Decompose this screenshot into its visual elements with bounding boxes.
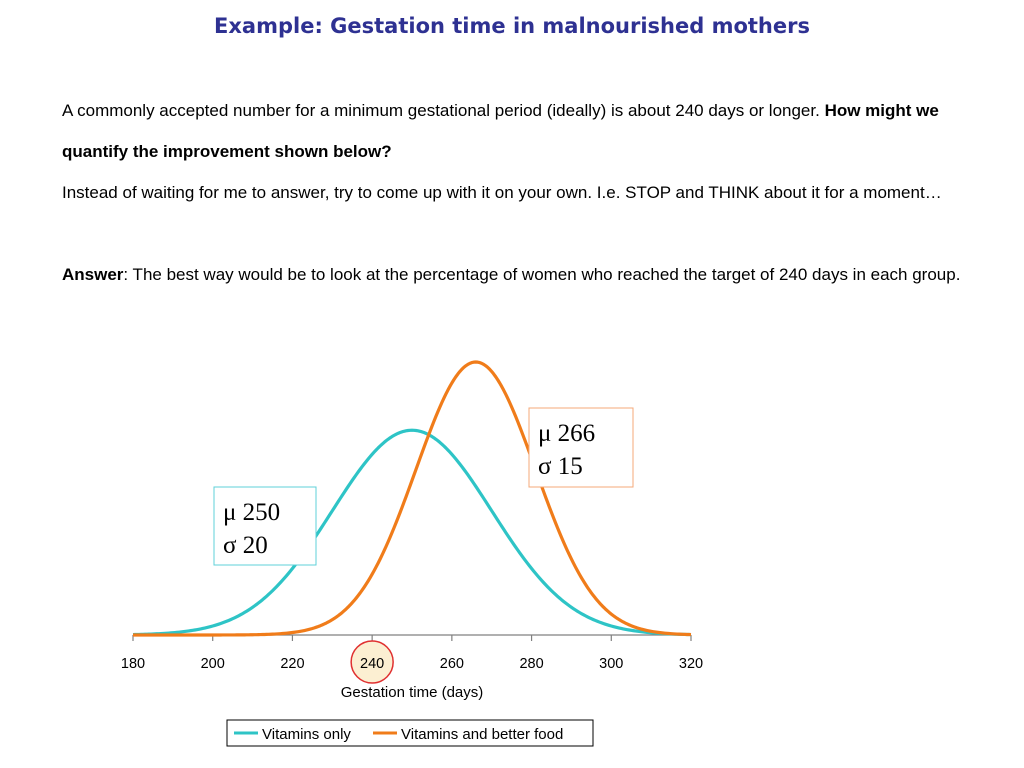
x-tick-label-240: 240 — [360, 656, 384, 672]
intro-paragraph: A commonly accepted number for a minimum… — [62, 90, 962, 172]
legend-label-better-food: Vitamins and better food — [401, 726, 563, 743]
sd-label-vitamins-only: σ 20 — [223, 532, 268, 559]
x-axis-title: Gestation time (days) — [341, 684, 484, 701]
intro-text: A commonly accepted number for a minimum… — [62, 101, 820, 120]
curves — [132, 360, 692, 637]
x-tick-label-220: 220 — [280, 656, 304, 672]
answer-text: : The best way would be to look at the p… — [123, 265, 961, 284]
slide-title: Example: Gestation time in malnourished … — [214, 14, 810, 38]
x-axis-tick-labels: 180 200 220 240 260 280 300 320 — [121, 656, 703, 672]
x-axis-ticks — [132, 635, 692, 641]
highlight-circle-240 — [350, 640, 394, 684]
mean-label-vitamins-only: μ 250 — [223, 499, 280, 526]
answer-label: Answer — [62, 265, 124, 284]
curve-better-food — [133, 360, 692, 637]
x-tick-label-180: 180 — [121, 656, 145, 672]
chart-legend: Vitamins only Vitamins and better food — [226, 719, 594, 747]
stats-box-vitamins-only — [213, 486, 317, 566]
think-paragraph: Instead of waiting for me to answer, try… — [62, 183, 942, 202]
stats-box-better-food — [528, 407, 634, 488]
legend-label-vitamins-only: Vitamins only — [262, 726, 351, 743]
sd-label-better-food: σ 15 — [538, 453, 583, 480]
x-tick-label-200: 200 — [201, 656, 225, 672]
slide-body: A commonly accepted number for a minimum… — [62, 90, 962, 295]
mean-label-better-food: μ 266 — [538, 420, 595, 447]
x-tick-label-300: 300 — [599, 656, 623, 672]
answer-paragraph: Answer: The best way would be to look at… — [62, 254, 962, 295]
x-tick-label-280: 280 — [519, 656, 543, 672]
intro-question: How might we quantify the improvement sh… — [62, 101, 939, 161]
x-tick-label-320: 320 — [679, 656, 703, 672]
legend-box — [226, 719, 594, 747]
x-tick-label-260: 260 — [440, 656, 464, 672]
curve-vitamins-only — [132, 428, 692, 637]
